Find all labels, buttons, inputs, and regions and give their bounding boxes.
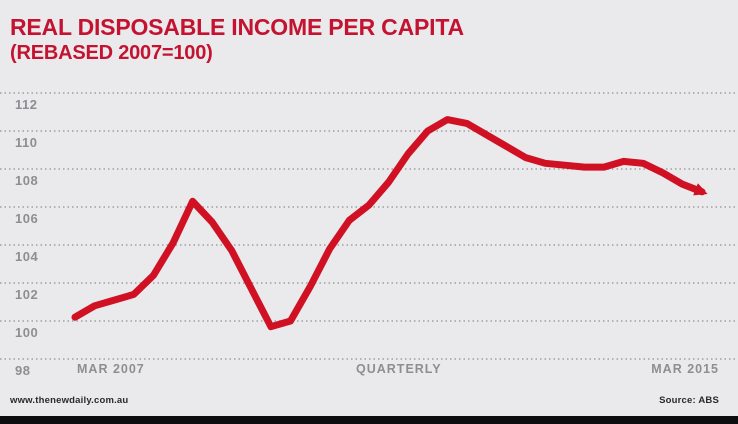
y-axis-tick-108: 108: [15, 173, 39, 188]
y-axis-tick-112: 112: [15, 97, 38, 112]
y-axis-tick-100: 100: [15, 325, 39, 340]
gridline-104: [0, 244, 738, 246]
footer-source-text: Source: ABS: [659, 395, 719, 406]
gridline-112: [0, 92, 738, 94]
gridline-108: [0, 168, 738, 170]
gridline-100: [0, 320, 738, 322]
chart-title-block: REAL DISPOSABLE INCOME PER CAPITA (REBAS…: [10, 13, 464, 66]
x-axis-label-start: MAR 2007: [77, 362, 145, 376]
gridline-102: [0, 282, 738, 284]
y-axis-tick-102: 102: [15, 287, 39, 302]
x-axis-label-frequency: QUARTERLY: [356, 362, 442, 376]
x-axis-label-end: MAR 2015: [651, 362, 719, 376]
bottom-bar: [0, 416, 738, 424]
y-axis-tick-104: 104: [15, 249, 39, 264]
footer-website-text: www.thenewdaily.com.au: [10, 395, 129, 406]
gridline-98: [0, 358, 738, 360]
gridline-110: [0, 130, 738, 132]
income-line: [71, 116, 708, 331]
chart-title: REAL DISPOSABLE INCOME PER CAPITA: [10, 14, 464, 40]
y-axis-tick-110: 110: [15, 135, 38, 150]
y-axis-tick-98: 98: [15, 363, 31, 378]
y-axis-tick-106: 106: [15, 211, 39, 226]
chart-subtitle: (REBASED 2007=100): [10, 42, 213, 64]
